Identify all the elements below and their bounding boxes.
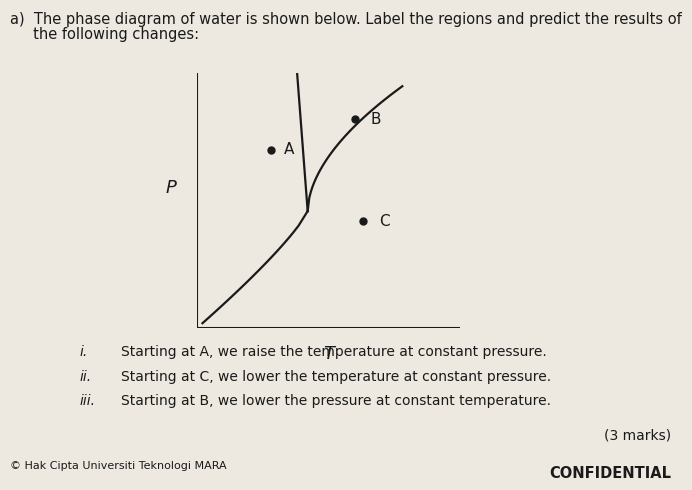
Text: ii.: ii.: [80, 370, 92, 384]
Text: C: C: [379, 214, 390, 229]
Text: P: P: [165, 179, 176, 197]
Text: Starting at A, we raise the temperature at constant pressure.: Starting at A, we raise the temperature …: [121, 345, 547, 360]
Text: the following changes:: the following changes:: [10, 27, 199, 42]
Text: © Hak Cipta Universiti Teknologi MARA: © Hak Cipta Universiti Teknologi MARA: [10, 462, 227, 471]
Text: T: T: [323, 345, 334, 363]
Text: i.: i.: [80, 345, 88, 360]
Text: CONFIDENTIAL: CONFIDENTIAL: [549, 466, 671, 481]
Text: (3 marks): (3 marks): [604, 429, 671, 443]
Text: a)  The phase diagram of water is shown below. Label the regions and predict the: a) The phase diagram of water is shown b…: [10, 12, 682, 27]
Text: B: B: [371, 112, 381, 127]
Text: Starting at C, we lower the temperature at constant pressure.: Starting at C, we lower the temperature …: [121, 370, 552, 384]
Text: Starting at B, we lower the pressure at constant temperature.: Starting at B, we lower the pressure at …: [121, 394, 551, 409]
Text: A: A: [284, 143, 294, 157]
Text: iii.: iii.: [80, 394, 95, 409]
